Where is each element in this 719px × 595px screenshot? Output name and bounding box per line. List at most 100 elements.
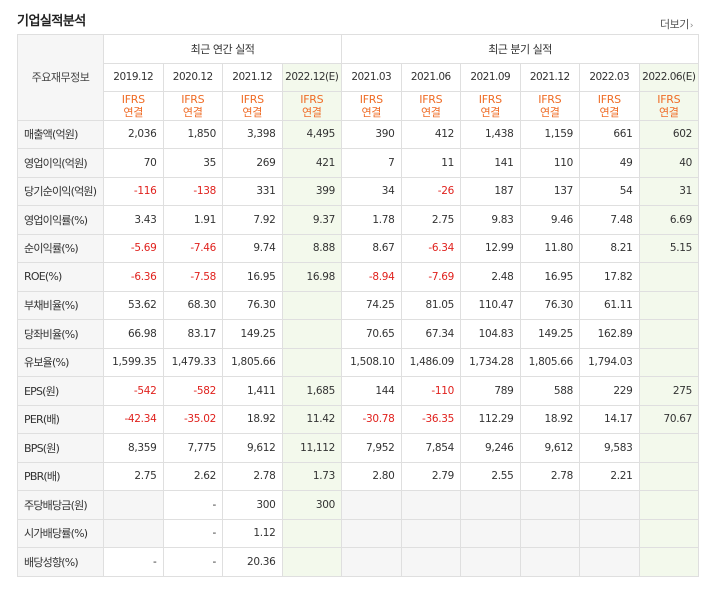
consolidated-label: 연결: [480, 105, 501, 119]
table-cell: 1,805.66: [519, 347, 581, 377]
table-cell: 149.25: [519, 319, 581, 349]
table-cell: 3,398: [222, 119, 283, 149]
table-row: EPS(원) -542 -582 1,411 1,685 144 -110 789 588 229…: [17, 376, 700, 406]
table-cell: 5.15: [638, 233, 700, 263]
row-label: 시가배당률(%): [17, 518, 104, 548]
group-header-row: 주요재무정보 최근 연간 실적 최근 분기 실적: [17, 34, 700, 121]
table-cell: -582: [162, 376, 223, 406]
table-cell: 11: [400, 148, 462, 178]
table-cell: 8,359: [103, 433, 164, 463]
table-cell: [519, 547, 581, 577]
more-link-label[interactable]: 더보기: [660, 18, 689, 31]
table-cell: 1,599.35: [103, 347, 164, 377]
table-cell: 137: [519, 176, 581, 206]
table-cell: -7.69: [400, 262, 462, 292]
table-cell: [460, 547, 521, 577]
table-cell: 390: [341, 119, 402, 149]
table-cell: -30.78: [341, 404, 402, 434]
period-header-row: 2019.12 2020.12 2021.12 2022.12(E) 2021.03 20…: [18, 62, 700, 92]
table-cell: 2.78: [222, 461, 283, 491]
table-cell: [341, 547, 402, 577]
table-cell: 1,486.09: [400, 347, 462, 377]
table-cell: [638, 547, 700, 577]
table-cell: 11,112: [281, 433, 343, 463]
ifrs-label: IFRS: [240, 92, 264, 106]
table-cell: [638, 347, 700, 377]
accounting-standard-header: IFRS 연결: [222, 91, 283, 121]
table-cell: [638, 433, 700, 463]
table-cell: 53.62: [103, 290, 164, 320]
table-cell: -36.35: [400, 404, 462, 434]
table-cell: [638, 490, 700, 520]
table-cell: [281, 319, 343, 349]
table-row: 주당배당금(원) -300 300: [17, 490, 700, 520]
more-link[interactable]: 더보기›: [660, 16, 694, 32]
table-cell: 229: [579, 376, 640, 406]
table-cell: 16.95: [222, 262, 283, 292]
consolidated-label: 연결: [420, 105, 441, 119]
table-cell: [638, 319, 700, 349]
table-cell: 61.11: [579, 290, 640, 320]
row-label: 영업이익률(%): [17, 205, 104, 235]
table-cell: 1,685: [281, 376, 343, 406]
table-cell: 2.48: [460, 262, 521, 292]
table-cell: -138: [162, 176, 223, 206]
table-row: 영업이익(억원) 70 35 269 421 7 11 141 110 49 40: [17, 148, 700, 178]
table-cell: 9,612: [222, 433, 283, 463]
table-cell: 11.42: [281, 404, 343, 434]
table-cell: 7,775: [162, 433, 223, 463]
table-cell: 275: [638, 376, 700, 406]
ifrs-label: IFRS: [121, 92, 145, 106]
table-cell: [460, 490, 521, 520]
period-header: 2021.03: [341, 62, 402, 92]
table-cell: 1.78: [341, 205, 402, 235]
table-cell: [281, 347, 343, 377]
table-cell: 144: [341, 376, 402, 406]
accounting-standard-header: IFRS 연결: [400, 91, 462, 121]
table-cell: 789: [460, 376, 521, 406]
table-cell: 2.80: [341, 461, 402, 491]
table-cell: 6.69: [638, 205, 700, 235]
ifrs-label: IFRS: [181, 92, 205, 106]
row-label: 부채비율(%): [17, 290, 104, 320]
accounting-standard-header: IFRS 연결: [341, 91, 402, 121]
table-cell: 300: [281, 490, 343, 520]
table-row: PER(배) -42.34 -35.02 18.92 11.42 -30.78 -36.35…: [17, 404, 700, 434]
table-cell: -: [162, 547, 223, 577]
table-cell: 1,734.28: [460, 347, 521, 377]
table-cell: 34: [341, 176, 402, 206]
table-cell: 2.62: [162, 461, 223, 491]
row-label: ROE(%): [17, 262, 104, 292]
accounting-standard-header: IFRS 연결: [638, 91, 700, 121]
row-label: 유보율(%): [17, 347, 104, 377]
table-cell: [579, 518, 640, 548]
table-cell: [579, 490, 640, 520]
table-cell: [638, 290, 700, 320]
table-cell: [638, 518, 700, 548]
period-header: 2021.12: [222, 62, 283, 92]
table-cell: [638, 262, 700, 292]
table-cell: 9.74: [222, 233, 283, 263]
table-cell: [460, 518, 521, 548]
consolidated-label: 연결: [599, 105, 620, 119]
table-cell: 1,850: [162, 119, 223, 149]
period-header: 2022.03: [579, 62, 640, 92]
table-cell: 40: [638, 148, 700, 178]
table-cell: [103, 518, 164, 548]
row-label: 주당배당금(원): [17, 490, 104, 520]
table-cell: 9,583: [579, 433, 640, 463]
row-label: BPS(원): [17, 433, 104, 463]
table-cell: 421: [281, 148, 343, 178]
table-cell: 8.88: [281, 233, 343, 263]
table-row: 부채비율(%) 53.62 68.30 76.30 74.25 81.05 110.47 76…: [17, 290, 700, 320]
table-cell: 9.83: [460, 205, 521, 235]
table-cell: 8.67: [341, 233, 402, 263]
table-cell: 110.47: [460, 290, 521, 320]
table-cell: 68.30: [162, 290, 223, 320]
table-cell: 31: [638, 176, 700, 206]
table-cell: 7: [341, 148, 402, 178]
table-cell: 2,036: [103, 119, 164, 149]
consolidated-label: 연결: [539, 105, 560, 119]
ifrs-label: IFRS: [419, 92, 443, 106]
table-cell: 602: [638, 119, 700, 149]
